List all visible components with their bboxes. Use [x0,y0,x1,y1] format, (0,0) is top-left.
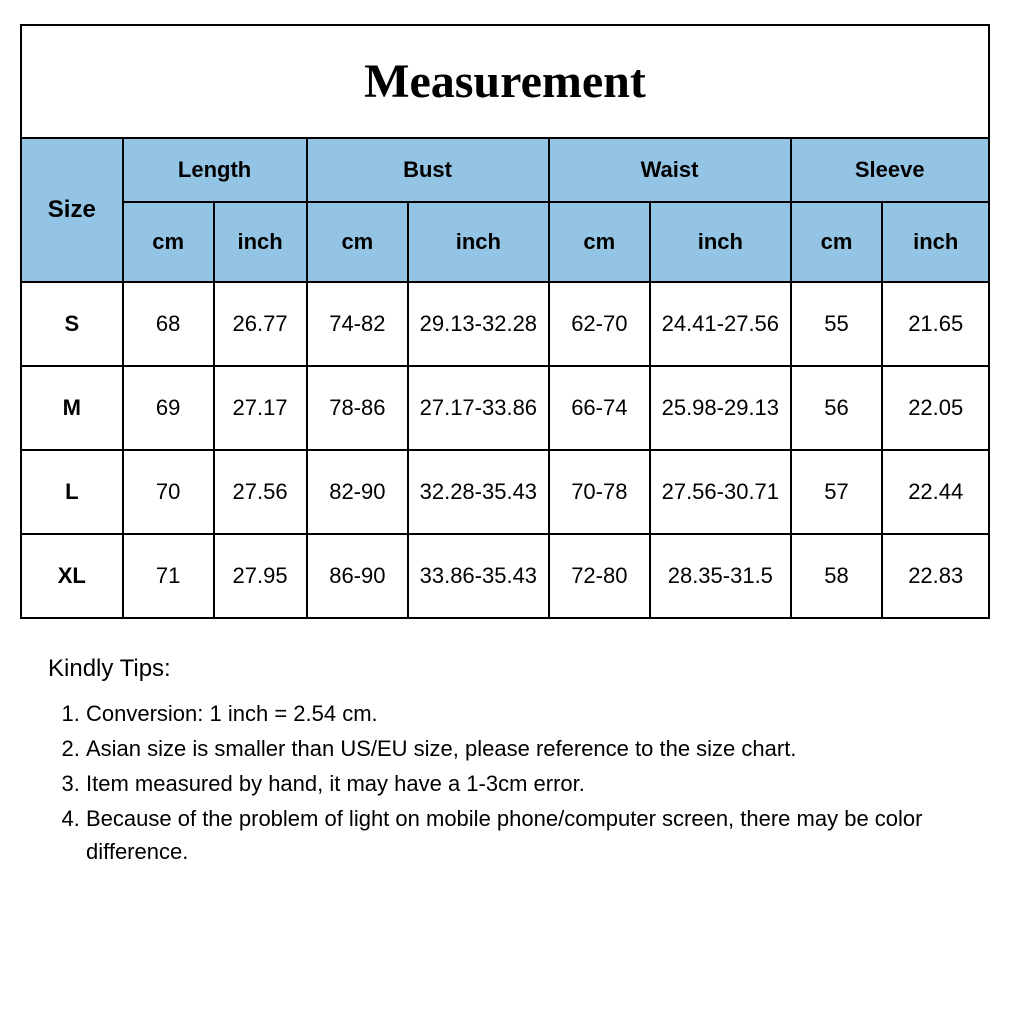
cell-value: 78-86 [307,366,409,450]
tips-item: Conversion: 1 inch = 2.54 cm. [86,697,970,730]
cell-value: 22.83 [882,534,989,618]
tips-title: Kindly Tips: [48,655,970,683]
cell-value: 56 [791,366,883,450]
cell-size: M [21,366,123,450]
header-size: Size [21,138,123,282]
cell-value: 74-82 [307,282,409,366]
header-waist: Waist [549,138,791,202]
subheader-waist-cm: cm [549,202,651,282]
cell-value: 33.86-35.43 [408,534,548,618]
cell-value: 68 [123,282,214,366]
table-row: S6826.7774-8229.13-32.2862-7024.41-27.56… [21,282,989,366]
page-title: Measurement [22,54,988,109]
table-header-row-1: Size Length Bust Waist Sleeve [21,138,989,202]
cell-value: 22.05 [882,366,989,450]
cell-value: 32.28-35.43 [408,450,548,534]
cell-value: 27.17-33.86 [408,366,548,450]
cell-value: 29.13-32.28 [408,282,548,366]
tips-item: Item measured by hand, it may have a 1-3… [86,767,970,800]
table-body: S6826.7774-8229.13-32.2862-7024.41-27.56… [21,282,989,618]
cell-value: 27.17 [214,366,307,450]
cell-size: L [21,450,123,534]
cell-value: 26.77 [214,282,307,366]
table-row: XL7127.9586-9033.86-35.4372-8028.35-31.5… [21,534,989,618]
cell-value: 70-78 [549,450,651,534]
table-row: M6927.1778-8627.17-33.8666-7425.98-29.13… [21,366,989,450]
tips-section: Kindly Tips: Conversion: 1 inch = 2.54 c… [20,655,990,868]
cell-value: 28.35-31.5 [650,534,790,618]
tips-item: Asian size is smaller than US/EU size, p… [86,732,970,765]
cell-value: 71 [123,534,214,618]
cell-value: 27.95 [214,534,307,618]
tips-item: Because of the problem of light on mobil… [86,802,970,868]
title-container: Measurement [20,24,990,137]
cell-value: 86-90 [307,534,409,618]
cell-value: 58 [791,534,883,618]
cell-size: XL [21,534,123,618]
subheader-sleeve-cm: cm [791,202,883,282]
cell-value: 69 [123,366,214,450]
header-bust: Bust [307,138,549,202]
subheader-waist-inch: inch [650,202,790,282]
subheader-length-inch: inch [214,202,307,282]
cell-size: S [21,282,123,366]
cell-value: 25.98-29.13 [650,366,790,450]
subheader-bust-cm: cm [307,202,409,282]
cell-value: 57 [791,450,883,534]
table-header-row-2: cm inch cm inch cm inch cm inch [21,202,989,282]
tips-list: Conversion: 1 inch = 2.54 cm.Asian size … [48,697,970,868]
cell-value: 72-80 [549,534,651,618]
subheader-length-cm: cm [123,202,214,282]
cell-value: 70 [123,450,214,534]
cell-value: 24.41-27.56 [650,282,790,366]
cell-value: 62-70 [549,282,651,366]
table-row: L7027.5682-9032.28-35.4370-7827.56-30.71… [21,450,989,534]
header-sleeve: Sleeve [791,138,990,202]
subheader-sleeve-inch: inch [882,202,989,282]
cell-value: 27.56 [214,450,307,534]
measurement-table: Size Length Bust Waist Sleeve cm inch cm… [20,137,990,619]
cell-value: 21.65 [882,282,989,366]
header-length: Length [123,138,307,202]
cell-value: 66-74 [549,366,651,450]
cell-value: 22.44 [882,450,989,534]
cell-value: 82-90 [307,450,409,534]
cell-value: 55 [791,282,883,366]
cell-value: 27.56-30.71 [650,450,790,534]
subheader-bust-inch: inch [408,202,548,282]
